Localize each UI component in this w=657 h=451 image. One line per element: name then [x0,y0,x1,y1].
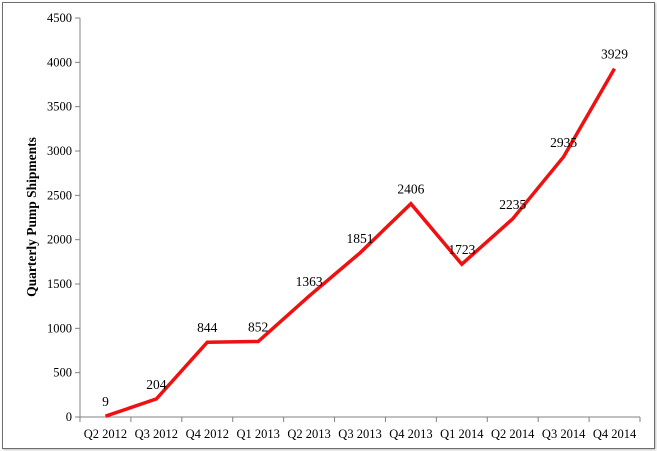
y-tick-label: 1500 [47,277,72,291]
y-ticks: 0 500 1000 1500 2000 2500 3000 3500 4000 4500 [47,11,80,424]
data-label: 204 [146,377,167,392]
y-tick-label: 0 [66,410,72,424]
x-tick-label: Q4 2013 [389,427,432,441]
y-tick-label: 4500 [47,11,72,25]
data-label: 2235 [499,197,526,212]
x-tick-label: Q3 2013 [338,427,381,441]
y-tick-label: 500 [53,366,72,380]
x-tick-label: Q3 2012 [135,427,178,441]
y-tick-label: 2500 [47,188,72,202]
y-tick-label: 4000 [47,55,72,69]
data-label: 844 [197,320,218,335]
y-tick-label: 2000 [47,233,72,247]
y-tick-label: 3000 [47,144,72,158]
data-label: 9 [102,394,109,409]
x-tick-label: Q1 2014 [440,427,484,441]
x-ticks: Q2 2012 Q3 2012 Q4 2012 Q1 2013 Q2 2013 Q3 20… [79,417,641,441]
x-tick-label: Q3 2014 [542,427,586,441]
y-axis-label: Quarterly Pump Shipments [24,137,39,297]
data-labels: 9 204 844 852 1363 1851 2406 1723 2235 2935 3929 [102,47,628,410]
x-tick-label: Q2 2013 [287,427,330,441]
y-tick-label: 1000 [47,321,72,335]
series-line [104,67,617,418]
y-tick-label: 3500 [47,100,72,114]
data-label: 1363 [296,274,323,289]
data-label: 2935 [550,135,577,150]
x-tick-label: Q2 2012 [84,427,127,441]
data-label: 1851 [347,231,374,246]
x-tick-label: Q4 2012 [186,427,229,441]
data-label: 2406 [397,182,424,197]
data-label: 852 [248,319,268,334]
x-tick-label: Q1 2013 [236,427,279,441]
data-label: 3929 [601,47,628,62]
x-tick-label: Q2 2014 [491,427,535,441]
x-tick-label: Q4 2014 [593,427,637,441]
data-label: 1723 [448,242,475,257]
